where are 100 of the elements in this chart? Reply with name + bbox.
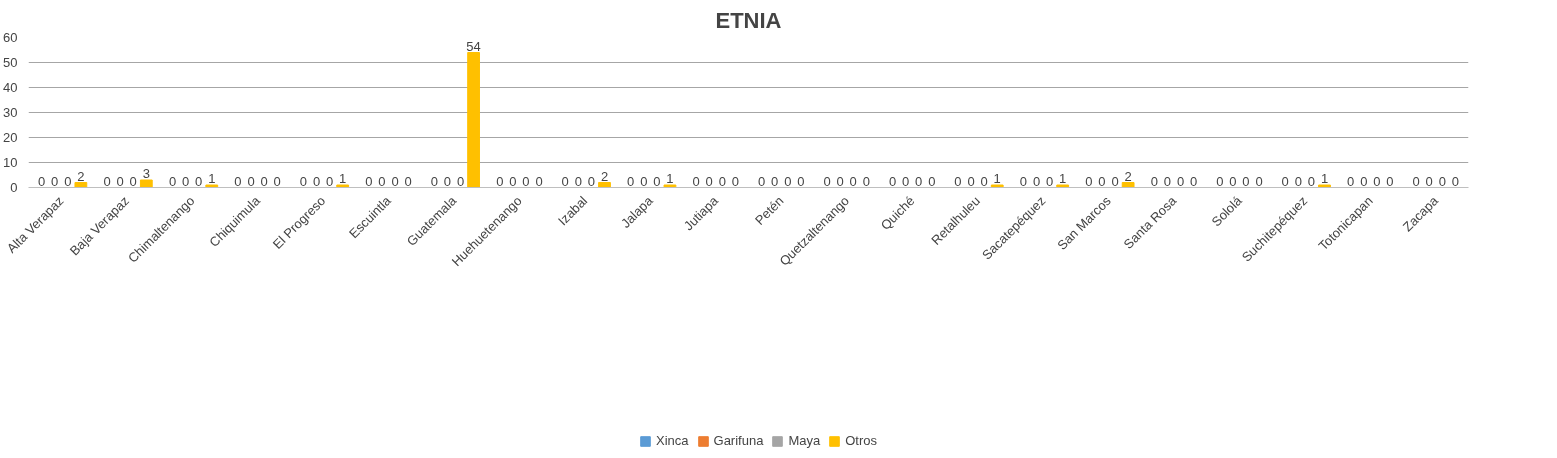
data-label: 0 [954, 173, 962, 189]
data-label: 2 [600, 168, 609, 184]
data-label: 0 [195, 173, 203, 189]
data-label: 0 [509, 173, 517, 189]
data-label: 0 [718, 173, 726, 189]
data-label: 2 [1124, 168, 1132, 184]
data-label: 1 [208, 171, 216, 186]
bar [663, 184, 677, 188]
data-label: 0 [1085, 173, 1093, 189]
y-tick-label: 40 [3, 80, 18, 95]
bar [74, 182, 88, 188]
y-tick-label: 20 [3, 130, 18, 145]
data-label: 0 [64, 173, 72, 189]
data-label: 1 [339, 171, 347, 186]
data-label: 0 [1045, 173, 1054, 189]
data-label: 1 [993, 171, 1001, 186]
data-label: 0 [928, 173, 936, 189]
data-label: 0 [1347, 173, 1355, 189]
legend-label: Maya [788, 433, 821, 448]
data-label: 0 [967, 173, 975, 189]
legend-label: Otros [845, 433, 877, 448]
data-label: 0 [1294, 173, 1302, 189]
data-label: 0 [496, 173, 504, 189]
bar [139, 179, 153, 188]
y-tick-label: 50 [3, 55, 18, 70]
data-label: 0 [365, 173, 373, 189]
data-label: 0 [705, 173, 713, 189]
data-label: 0 [247, 173, 255, 189]
data-label: 54 [466, 38, 481, 54]
data-label: 0 [325, 173, 334, 189]
data-label: 0 [901, 173, 910, 189]
data-label: 0 [574, 173, 582, 189]
data-label: 0 [1255, 173, 1263, 189]
data-label: 0 [1307, 173, 1316, 189]
y-tick-label: 10 [3, 155, 18, 170]
legend-label: Xinca [655, 433, 689, 448]
bar [1318, 184, 1331, 188]
data-label: 0 [1163, 173, 1172, 189]
data-label: 0 [443, 173, 452, 189]
data-label: 0 [1111, 173, 1119, 189]
bar [598, 182, 611, 188]
data-label: 0 [731, 173, 740, 189]
data-label: 0 [1216, 173, 1224, 189]
data-label: 0 [561, 173, 569, 189]
data-label: 0 [862, 173, 870, 189]
bar [467, 52, 480, 188]
data-label: 0 [103, 173, 111, 189]
data-label: 0 [404, 173, 412, 189]
bar [1056, 184, 1070, 188]
data-label: 0 [181, 173, 190, 189]
data-label: 0 [915, 173, 923, 189]
data-label: 0 [168, 173, 177, 189]
data-label: 0 [823, 173, 831, 189]
data-label: 0 [1019, 173, 1028, 189]
data-label: 1 [1059, 171, 1067, 186]
data-label: 0 [430, 173, 438, 189]
bar [990, 184, 1004, 188]
chart-title: ETNIA [715, 7, 782, 33]
y-tick-label: 30 [3, 105, 18, 120]
data-label: 0 [1032, 173, 1041, 189]
data-label: 0 [1281, 173, 1289, 189]
data-label: 0 [378, 173, 386, 189]
data-label: 0 [1229, 173, 1237, 189]
data-label: 0 [1150, 173, 1158, 189]
data-label: 1 [1320, 171, 1329, 186]
data-label: 0 [771, 173, 779, 189]
data-label: 0 [51, 173, 59, 189]
data-label: 0 [1386, 173, 1394, 189]
data-label: 0 [1373, 173, 1381, 189]
data-label: 0 [1425, 173, 1433, 189]
data-label: 0 [273, 173, 281, 189]
data-label: 0 [260, 173, 268, 189]
data-label: 0 [587, 173, 596, 189]
y-tick-label: 0 [10, 180, 18, 195]
data-label: 0 [1412, 173, 1420, 189]
data-label: 0 [653, 173, 661, 189]
bar [205, 184, 219, 188]
data-label: 0 [234, 173, 242, 189]
data-label: 0 [391, 173, 399, 189]
data-label: 0 [1098, 173, 1106, 189]
data-label: 0 [888, 173, 897, 189]
data-label: 2 [77, 168, 85, 184]
data-label: 0 [522, 173, 530, 189]
bar [1121, 182, 1135, 188]
data-label: 3 [142, 166, 150, 181]
data-label: 0 [1451, 173, 1460, 189]
data-label: 0 [784, 173, 792, 189]
data-label: 0 [1189, 173, 1198, 189]
data-label: 0 [640, 173, 648, 189]
data-label: 0 [312, 173, 321, 189]
data-label: 0 [1242, 173, 1250, 189]
data-label: 0 [456, 173, 465, 189]
data-label: 0 [797, 173, 805, 189]
data-label: 1 [666, 171, 674, 186]
data-label: 0 [535, 173, 543, 189]
data-label: 0 [129, 173, 137, 189]
data-label: 0 [37, 173, 46, 189]
bar [336, 184, 350, 188]
data-label: 0 [299, 173, 308, 189]
data-label: 0 [116, 173, 124, 189]
